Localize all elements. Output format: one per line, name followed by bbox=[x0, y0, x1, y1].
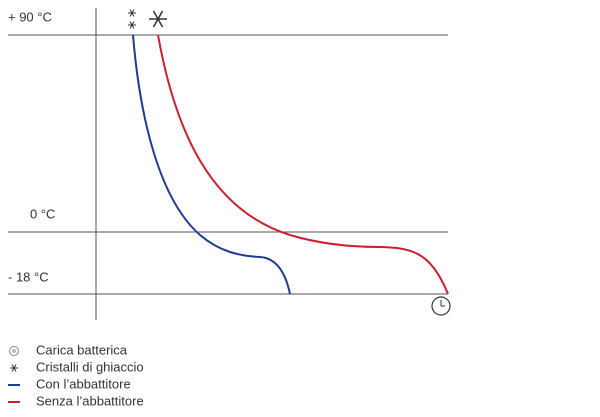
axis-label: - 18 °C bbox=[8, 269, 49, 284]
legend-label: Cristalli di ghiaccio bbox=[36, 359, 144, 374]
curve-with-chiller bbox=[132, 34, 291, 295]
bacteria-icon bbox=[9, 346, 19, 356]
axis-label: 0 °C bbox=[30, 206, 55, 221]
ice-icon bbox=[10, 364, 18, 372]
large-ice-icon bbox=[149, 10, 167, 28]
legend-label: Carica batterica bbox=[36, 342, 128, 357]
legend-label: Senza l’abbattitore bbox=[36, 393, 144, 408]
curve-without-chiller bbox=[157, 34, 449, 295]
clock-icon bbox=[431, 296, 451, 316]
axis-label: + 90 °C bbox=[8, 9, 52, 24]
legend-label: Con l’abbattitore bbox=[36, 376, 131, 391]
small-ice-icon bbox=[128, 9, 136, 29]
